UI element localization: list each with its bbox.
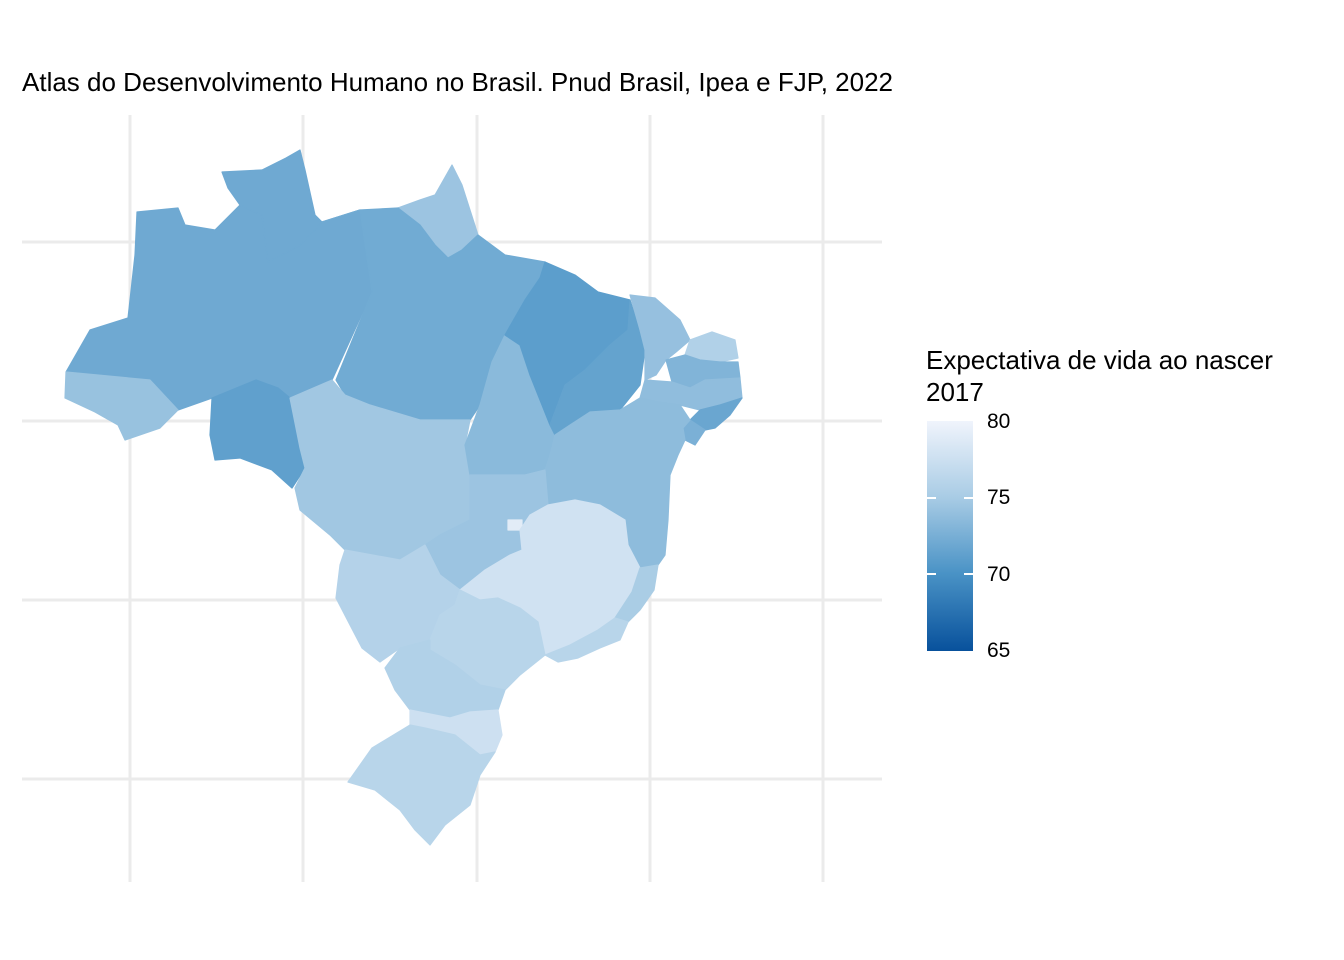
state-acre: [64, 371, 179, 441]
state-rio-de-janeiro: [544, 617, 629, 663]
legend-tick-70: 70: [987, 563, 1011, 586]
state-amazonas: [65, 204, 373, 411]
legend-colorbar: [927, 421, 973, 651]
state-rio-grande-do-sul: [347, 724, 496, 846]
legend-tick-80: 80: [987, 410, 1011, 433]
legend-tick-65: 65: [987, 639, 1011, 662]
legend-title: Expectativa de vida ao nascer: [926, 345, 1273, 375]
state-espirito-santo: [614, 564, 659, 623]
map-title: Atlas do Desenvolvimento Humano no Brasi…: [22, 67, 893, 97]
state-distrito-federal: [507, 519, 523, 531]
legend-subtitle: 2017: [926, 377, 984, 407]
legend-tick-75: 75: [987, 486, 1011, 509]
state-polygons: [64, 149, 743, 846]
state-rondonia: [209, 379, 306, 489]
